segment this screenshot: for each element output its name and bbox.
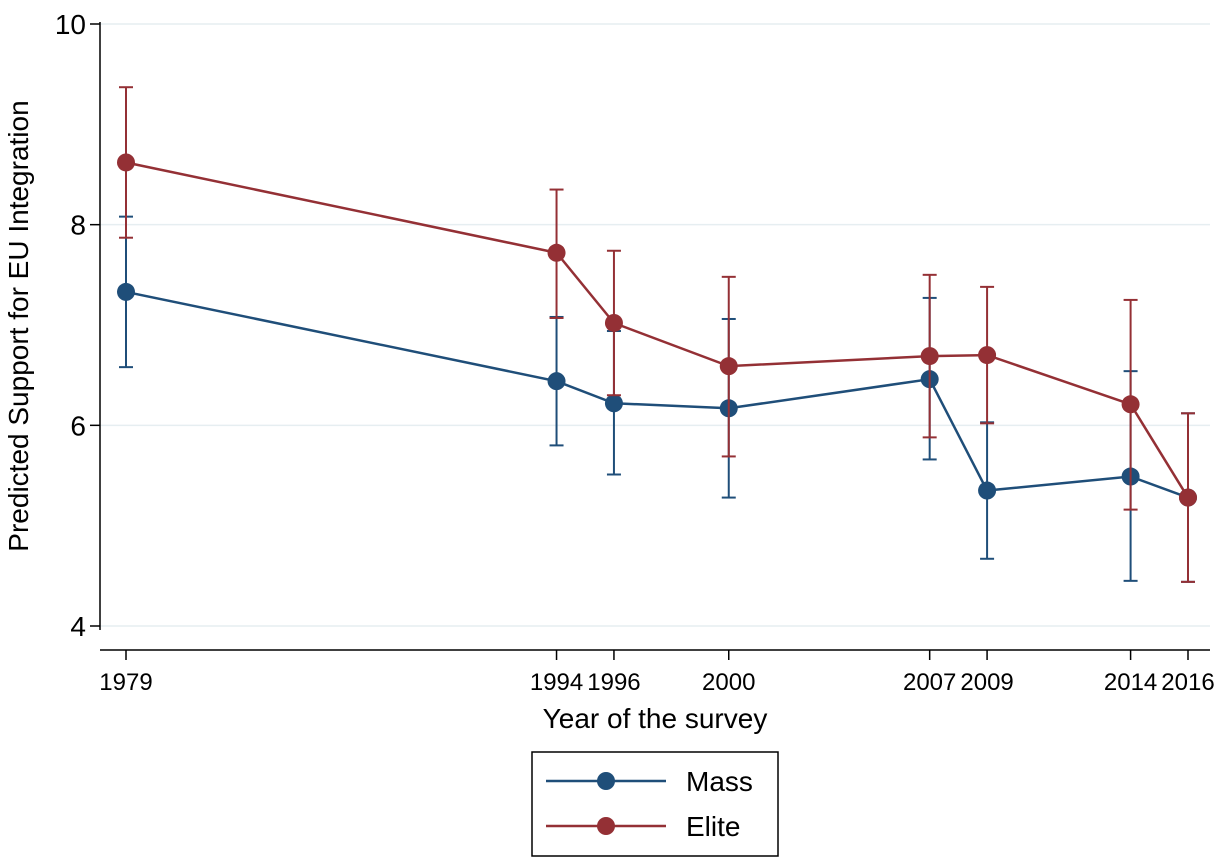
data-point-elite	[547, 243, 566, 262]
data-point-mass	[978, 481, 997, 500]
data-point-mass	[547, 372, 566, 391]
y-gridlines	[100, 23, 1210, 627]
x-tick-label: 2000	[702, 669, 755, 696]
series-line-elite	[125, 161, 1190, 499]
x-tick-label: 1979	[99, 669, 152, 696]
legend-box	[531, 751, 779, 857]
data-point-mass	[604, 394, 623, 413]
series-line-mass	[125, 290, 1189, 499]
legend-marker-elite	[597, 817, 615, 835]
y-tick-label: 4	[70, 611, 86, 642]
x-axis-title: Year of the survey	[543, 703, 768, 734]
legend-marker-mass	[597, 772, 615, 790]
legend-label-mass: Mass	[686, 766, 753, 797]
data-point-elite	[117, 153, 135, 172]
data-point-elite	[1121, 395, 1140, 414]
data-point-elite	[978, 346, 997, 365]
y-axis-ticks: 4 6 8 10	[55, 9, 100, 642]
x-tick-label: 2009	[960, 669, 1013, 696]
x-tick-label: 2007	[903, 669, 956, 696]
data-point-mass	[117, 282, 135, 301]
data-point-elite	[719, 357, 738, 376]
legend-label-elite: Elite	[686, 811, 740, 842]
series-mass	[117, 215, 1197, 583]
series-elite	[117, 86, 1197, 583]
y-tick-label: 6	[70, 410, 86, 441]
x-tick-label: 1994	[530, 669, 583, 696]
x-tick-label: 2016	[1161, 669, 1214, 696]
y-axis-title: Predicted Support for EU Integration	[3, 100, 34, 551]
legend: Mass Elite	[531, 751, 779, 857]
plot-area	[117, 86, 1197, 583]
data-point-elite	[604, 313, 623, 332]
data-point-elite	[920, 347, 939, 366]
y-tick-label: 8	[70, 210, 86, 241]
data-point-elite	[1179, 488, 1197, 507]
y-tick-label: 10	[55, 9, 86, 40]
x-tick-label: 2014	[1104, 669, 1157, 696]
x-axis-ticks: 1979 1994 1996 2000 2007 2009 2014 2016	[99, 650, 1215, 696]
x-tick-label: 1996	[587, 669, 640, 696]
